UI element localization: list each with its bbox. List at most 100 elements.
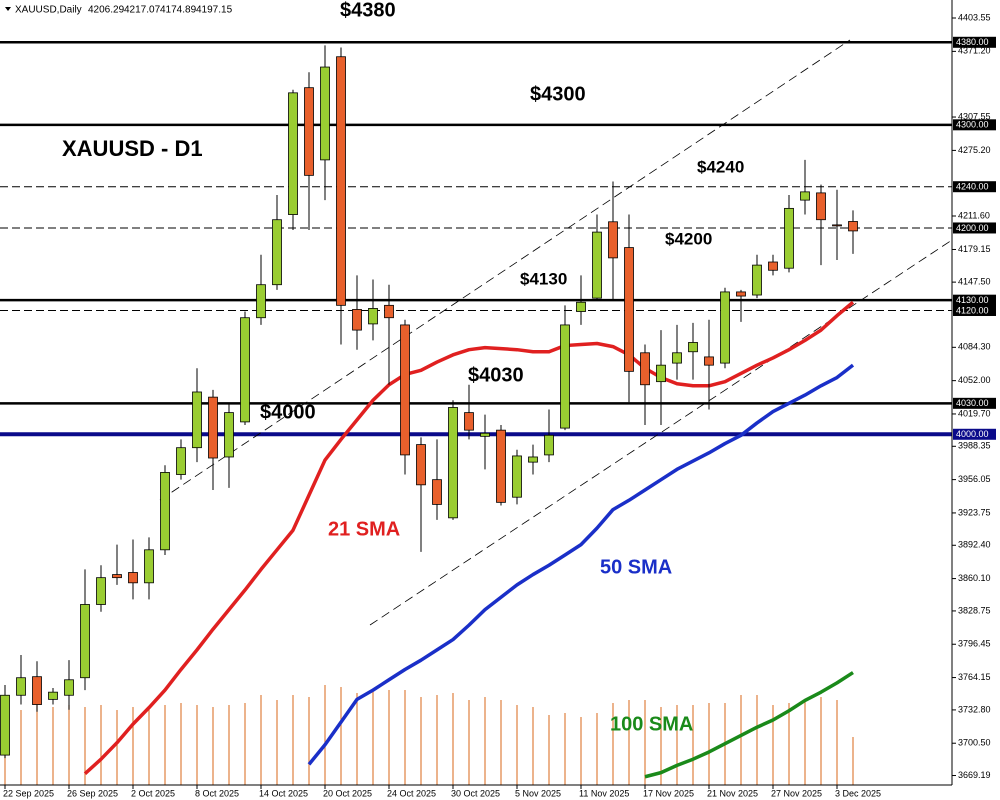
candle-body xyxy=(416,444,426,486)
candle-body xyxy=(96,577,106,605)
candle-body xyxy=(192,391,202,449)
candle-body xyxy=(512,455,522,498)
level-box xyxy=(953,304,996,316)
candle-body xyxy=(272,219,282,286)
candle-body xyxy=(208,396,218,459)
sma-line xyxy=(83,300,855,775)
candle-body xyxy=(0,694,10,756)
candle-body xyxy=(288,92,298,215)
candle-body xyxy=(16,677,26,696)
candle-body xyxy=(496,429,506,503)
candle-body xyxy=(336,56,346,306)
candle-body xyxy=(464,412,474,431)
level-label: 4240.00 xyxy=(956,182,989,192)
annotation: $4240 xyxy=(697,157,744,176)
candle-body xyxy=(736,291,746,297)
y-tick-label: 4019.70 xyxy=(958,408,991,418)
candle-body xyxy=(368,308,378,325)
sma-line xyxy=(644,671,854,779)
candle-body xyxy=(352,309,362,331)
level-box xyxy=(953,294,996,306)
y-tick-label: 4052.00 xyxy=(958,375,991,385)
candle-body xyxy=(752,264,762,296)
level-box xyxy=(953,222,996,234)
y-tick-label: 3764.15 xyxy=(958,672,991,682)
candle-body xyxy=(80,604,90,679)
y-tick-label: 3732.80 xyxy=(958,704,991,714)
level-label: 4030.00 xyxy=(956,398,989,408)
candle-body xyxy=(624,247,634,372)
candle-body xyxy=(448,407,458,519)
x-tick-label: 2 Oct 2025 xyxy=(131,788,175,798)
candle-body xyxy=(704,356,714,366)
x-tick-label: 8 Oct 2025 xyxy=(195,788,239,798)
x-tick-label: 11 Nov 2025 xyxy=(579,788,629,798)
annotation: $4000 xyxy=(260,401,316,423)
candle-body xyxy=(688,342,698,353)
header-close: 4197.15 xyxy=(196,5,233,16)
candle-body xyxy=(176,447,186,475)
candle-body xyxy=(144,549,154,584)
x-tick-label: 17 Nov 2025 xyxy=(643,788,694,798)
y-tick-label: 3700.50 xyxy=(958,738,991,748)
candle-body xyxy=(656,364,666,383)
candle-body xyxy=(304,87,314,176)
chart-title: XAUUSD - D1 xyxy=(62,136,203,161)
candle-body xyxy=(800,191,810,201)
header-high: 4217.07 xyxy=(124,5,161,16)
level-label: 4380.00 xyxy=(956,37,989,47)
level-box xyxy=(953,397,996,409)
header-symbol: XAUUSD,Daily xyxy=(15,5,82,16)
level-label: 4200.00 xyxy=(956,223,989,233)
candle-body xyxy=(528,456,538,463)
y-tick-label: 3923.75 xyxy=(958,507,991,517)
candle-body xyxy=(32,676,42,705)
y-tick-label: 4147.50 xyxy=(958,277,991,287)
x-tick-label: 24 Oct 2025 xyxy=(387,788,436,798)
candle-body xyxy=(544,434,554,456)
candle-body xyxy=(224,412,234,458)
x-tick-label: 5 Nov 2025 xyxy=(515,788,561,798)
candle-body xyxy=(256,284,266,319)
candle-body xyxy=(592,231,602,299)
sma-label: 21 SMA xyxy=(328,518,400,540)
header-arrow xyxy=(5,7,11,11)
candle-body xyxy=(848,221,858,232)
level-box xyxy=(953,36,996,48)
x-tick-label: 20 Oct 2025 xyxy=(323,788,372,798)
y-tick-label: 3796.45 xyxy=(958,639,991,649)
header-open: 4206.29 xyxy=(88,5,125,16)
candle-body xyxy=(432,479,442,505)
candle-body xyxy=(672,352,682,364)
y-tick-label: 3956.05 xyxy=(958,474,991,484)
header-low: 4174.89 xyxy=(160,5,197,16)
candle-body xyxy=(384,304,394,319)
candle-body xyxy=(240,317,250,423)
levels-layer xyxy=(0,41,952,437)
candle-body xyxy=(320,66,330,161)
level-box xyxy=(953,181,996,193)
candle-body xyxy=(560,324,570,429)
candle-body xyxy=(160,472,170,551)
x-tick-label: 30 Oct 2025 xyxy=(451,788,500,798)
y-tick-label: 3669.19 xyxy=(958,770,991,780)
candle-body xyxy=(608,221,618,259)
x-tick-label: 14 Oct 2025 xyxy=(259,788,308,798)
y-tick-label: 4084.30 xyxy=(958,342,991,352)
x-tick-label: 3 Dec 2025 xyxy=(835,788,881,798)
sma-label: 100 SMA xyxy=(610,713,693,735)
candle-body xyxy=(112,574,122,579)
level-label: 4300.00 xyxy=(956,120,989,130)
sma-layer xyxy=(83,300,855,779)
channel-lower xyxy=(369,239,953,626)
y-tick-label: 4211.60 xyxy=(958,210,990,220)
y-tick-label: 3828.75 xyxy=(958,605,991,615)
y-tick-label: 3988.35 xyxy=(958,441,991,451)
y-tick-label: 3860.10 xyxy=(958,573,991,583)
y-tick-label: 3892.40 xyxy=(958,540,991,550)
x-tick-label: 22 Sep 2025 xyxy=(3,788,54,798)
y-tick-label: 4403.55 xyxy=(958,12,991,22)
candle-body xyxy=(576,301,586,312)
